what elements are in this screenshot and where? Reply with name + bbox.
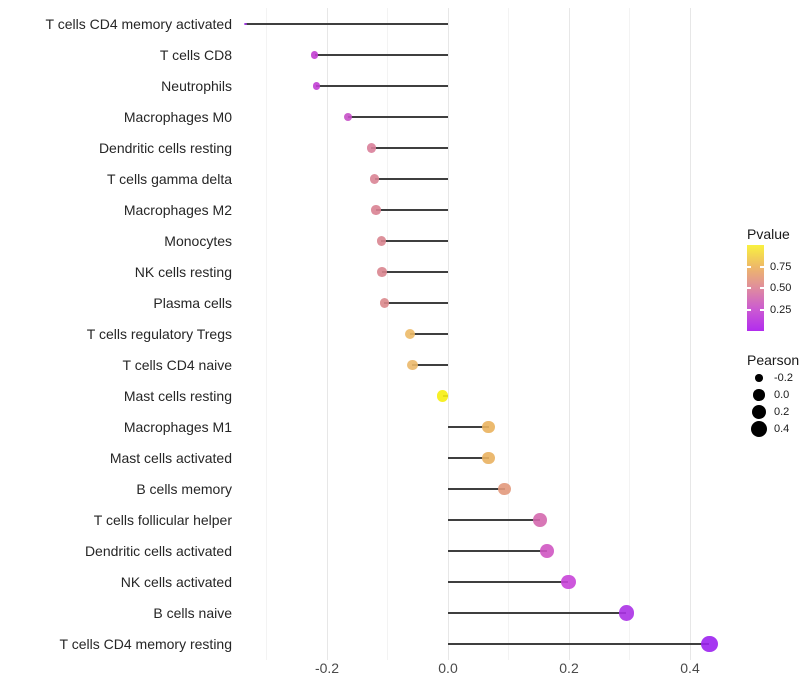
lollipop-dot xyxy=(243,22,247,26)
plot-panel xyxy=(236,8,720,660)
size-legend-label: 0.4 xyxy=(774,423,790,435)
lollipop-dot xyxy=(498,482,512,496)
gridline-minor xyxy=(387,8,388,660)
y-axis-label: B cells naive xyxy=(153,605,232,621)
lollipop-dot xyxy=(377,267,387,277)
y-axis-label: Macrophages M2 xyxy=(123,202,232,218)
lollipop-dot xyxy=(370,174,380,184)
lollipop-stem xyxy=(245,23,448,25)
lollipop-dot xyxy=(366,143,376,153)
size-legend-label: 0.0 xyxy=(774,389,790,401)
lollipop-dot xyxy=(407,359,418,371)
y-axis-label: T cells CD4 memory activated xyxy=(45,16,232,32)
gridline-minor xyxy=(266,8,267,660)
lollipop-stem xyxy=(448,457,489,459)
y-axis-label: Monocytes xyxy=(164,233,232,249)
lollipop-stem xyxy=(371,147,448,149)
colorbar-tick-right xyxy=(760,265,764,268)
lollipop-dot xyxy=(312,82,320,90)
lollipop-stem xyxy=(382,271,448,273)
size-legend-dot xyxy=(755,374,763,382)
lollipop-dot xyxy=(533,513,547,527)
colorbar-tick-label: 0.25 xyxy=(770,303,792,316)
y-axis-label: T cells follicular helper xyxy=(93,512,232,528)
pvalue-legend-title-wrap: Pvalue xyxy=(747,226,790,242)
lollipop-stem xyxy=(376,209,448,211)
lollipop-stem xyxy=(448,550,547,552)
lollipop-stem xyxy=(384,302,448,304)
gridline-major xyxy=(326,8,328,660)
y-axis-label: Macrophages M1 xyxy=(123,419,232,435)
gridline-major xyxy=(447,8,449,660)
lollipop-stem xyxy=(448,519,540,521)
colorbar-tick-right xyxy=(760,287,764,289)
lollipop-stem xyxy=(448,426,489,428)
y-axis-label: Dendritic cells activated xyxy=(84,543,232,559)
gridline-major xyxy=(689,8,691,660)
lollipop-dot xyxy=(482,451,495,465)
lollipop-dot xyxy=(376,236,387,246)
size-legend-dot xyxy=(751,404,767,420)
y-axis-label: Neutrophils xyxy=(161,78,232,94)
y-axis-label: T cells regulatory Tregs xyxy=(86,326,232,342)
y-axis-label: T cells gamma delta xyxy=(106,171,232,187)
lollipop-stem xyxy=(448,612,627,614)
lollipop-stem xyxy=(374,178,448,180)
lollipop-dot xyxy=(482,420,495,434)
y-axis-label: Mast cells resting xyxy=(123,388,232,404)
lollipop-dot xyxy=(379,298,390,308)
x-tick-label: 0.0 xyxy=(438,660,458,676)
colorbar-tick-left xyxy=(747,265,751,268)
lollipop-dot xyxy=(404,328,416,340)
lollipop-stem xyxy=(409,333,448,335)
y-axis-label: Macrophages M0 xyxy=(123,109,232,125)
y-axis-label: Dendritic cells resting xyxy=(98,140,232,156)
y-axis-label: T cells CD4 memory resting xyxy=(59,636,232,652)
size-legend-label: 0.2 xyxy=(774,406,790,418)
lollipop-dot xyxy=(371,205,381,215)
colorbar-tick-left xyxy=(747,308,751,311)
lollipop-stem xyxy=(448,581,569,583)
y-axis-category-labels: T cells CD4 memory activated T cells CD8 N… xyxy=(0,8,232,660)
pvalue-legend-title: Pvalue xyxy=(747,226,790,242)
colorbar-tick-right xyxy=(760,308,764,311)
y-axis-label: NK cells resting xyxy=(134,264,232,280)
lollipop-dot xyxy=(436,390,449,402)
colorbar-tick-label: 0.75 xyxy=(770,260,792,273)
pvalue-colorbar xyxy=(747,245,764,331)
gridline-major xyxy=(568,8,570,660)
lollipop-dot xyxy=(539,544,554,558)
lollipop-stem xyxy=(314,54,448,56)
lollipop-stem xyxy=(448,488,505,490)
colorbar-tick-label: 0.50 xyxy=(770,282,792,294)
lollipop-dot xyxy=(561,574,576,590)
y-axis-label: B cells memory xyxy=(136,481,232,497)
size-legend-dot xyxy=(753,389,765,401)
lollipop-dot xyxy=(343,112,353,122)
gridline-minor xyxy=(629,8,630,660)
lollipop-dot xyxy=(311,51,319,59)
colorbar-tick-left xyxy=(747,287,751,289)
pearson-legend-title: Pearson xyxy=(747,352,800,368)
x-tick-label: 0.2 xyxy=(559,660,579,676)
x-tick-label: -0.2 xyxy=(314,660,340,676)
pearson-legend-title-wrap: Pearson xyxy=(747,352,799,368)
lollipop-stem xyxy=(381,240,448,242)
y-axis-label: T cells CD8 xyxy=(159,47,232,63)
lollipop-stem xyxy=(348,116,448,118)
lollipop-stem xyxy=(316,85,448,87)
lollipop-dot xyxy=(700,635,718,653)
x-tick-label: 0.4 xyxy=(680,660,700,676)
lollipop-stem xyxy=(448,643,710,645)
y-axis-label: Mast cells activated xyxy=(109,450,232,466)
lollipop-stem xyxy=(412,364,448,366)
y-axis-label: T cells CD4 naive xyxy=(122,357,232,373)
size-legend-dot xyxy=(750,420,768,438)
y-axis-label: NK cells activated xyxy=(120,574,232,590)
gridline-minor xyxy=(508,8,509,660)
size-legend-label: -0.2 xyxy=(774,372,793,384)
lollipop-dot xyxy=(618,605,635,621)
y-axis-label: Plasma cells xyxy=(153,295,232,311)
